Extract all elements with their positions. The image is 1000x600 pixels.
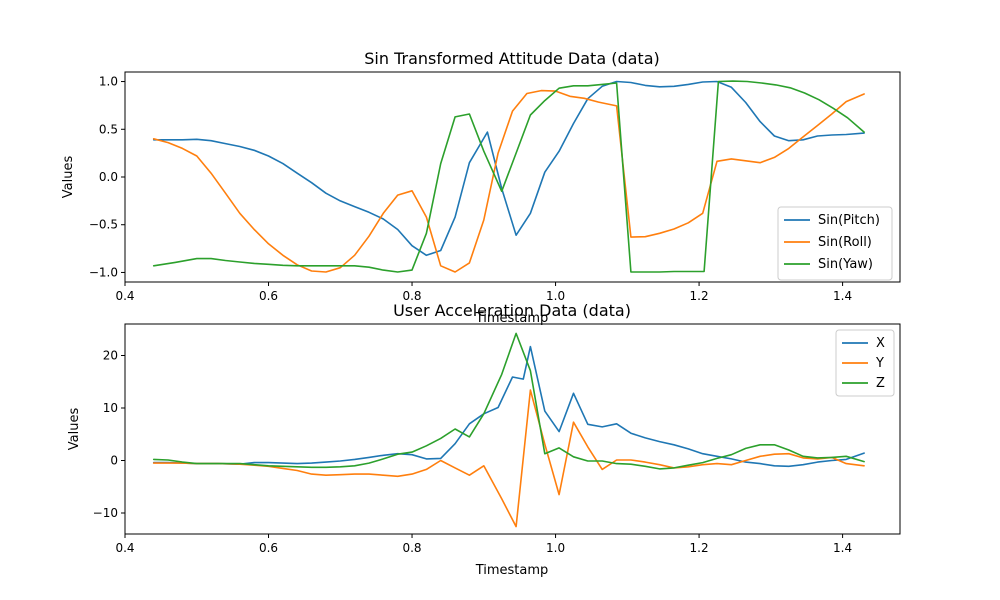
acceleration-y-tick-label: 0 xyxy=(110,454,118,468)
attitude-legend-label: Sin(Pitch) xyxy=(818,213,880,228)
acceleration-y-tick-label: −10 xyxy=(93,506,118,520)
attitude-y-tick-label: −1.0 xyxy=(89,265,118,279)
attitude-series-lines xyxy=(152,80,865,273)
acceleration-y-tick-label: 10 xyxy=(103,401,118,415)
attitude-x-axis-label: Timestamp xyxy=(475,311,549,326)
acceleration-y-axis-label: Values xyxy=(67,408,82,451)
attitude-x-tick-label: 0.6 xyxy=(259,289,278,303)
acceleration-x-tick-label: 1.0 xyxy=(546,541,565,555)
attitude-y-tick-label: 0.5 xyxy=(99,122,118,136)
attitude-y-axis-label: Values xyxy=(61,156,76,199)
attitude-y-tick-label: −0.5 xyxy=(89,218,118,232)
attitude-x-tick-label: 1.0 xyxy=(546,289,565,303)
attitude-x-tick-label: 0.4 xyxy=(115,289,134,303)
attitude-x-tick-label: 1.2 xyxy=(690,289,709,303)
acceleration-legend-label: Z xyxy=(876,376,885,391)
acceleration-y-tick-label: 20 xyxy=(103,349,118,363)
acceleration-x-tick-label: 0.6 xyxy=(259,541,278,555)
acceleration-series-line-z xyxy=(152,332,865,470)
acceleration-x-axis-label: Timestamp xyxy=(475,563,549,578)
acceleration-series-lines xyxy=(152,332,865,528)
acceleration-x-ticks: 0.4 0.6 0.8 1.0 1.2 1.4 xyxy=(115,534,852,555)
acceleration-series-line-y xyxy=(152,389,865,528)
acceleration-legend: XYZ xyxy=(835,329,895,397)
attitude-x-tick-label: 1.4 xyxy=(833,289,852,303)
acceleration-legend-label: X xyxy=(876,336,885,351)
acceleration-x-tick-label: 0.4 xyxy=(115,541,134,555)
attitude-y-tick-label: 1.0 xyxy=(99,75,118,89)
acceleration-chart-title: User Acceleration Data (data) xyxy=(393,301,631,320)
acceleration-plot-frame xyxy=(124,323,901,535)
acceleration-x-tick-label: 0.8 xyxy=(402,541,421,555)
acceleration-y-ticks: −10 0 10 20 xyxy=(93,349,125,520)
attitude-legend-label: Sin(Roll) xyxy=(818,235,872,250)
acceleration-x-tick-label: 1.4 xyxy=(833,541,852,555)
acceleration-x-tick-label: 1.2 xyxy=(690,541,709,555)
attitude-y-tick-label: 0.0 xyxy=(99,170,118,184)
attitude-legend-label: Sin(Yaw) xyxy=(818,257,873,272)
attitude-series-line-sin-pitch xyxy=(152,80,865,257)
attitude-series-line-sin-roll xyxy=(152,89,865,273)
attitude-series-line-sin-yaw xyxy=(152,80,865,273)
attitude-x-ticks: 0.4 0.6 0.8 1.0 1.2 1.4 xyxy=(115,282,852,303)
acceleration-series-line-x xyxy=(152,345,865,468)
attitude-legend: Sin(Pitch) Sin(Roll) Sin(Yaw) xyxy=(777,206,893,281)
attitude-y-ticks: −1.0 −0.5 0.0 0.5 1.0 xyxy=(89,75,125,279)
attitude-x-tick-label: 0.8 xyxy=(402,289,421,303)
acceleration-subplot: User Acceleration Data (data) 0.4 0.6 0.8 1… xyxy=(67,301,901,578)
attitude-legend-box xyxy=(777,206,893,281)
acceleration-legend-label: Y xyxy=(875,356,884,371)
attitude-chart-title: Sin Transformed Attitude Data (data) xyxy=(364,49,659,68)
attitude-subplot: Sin Transformed Attitude Data (data) 0.4… xyxy=(61,49,901,326)
